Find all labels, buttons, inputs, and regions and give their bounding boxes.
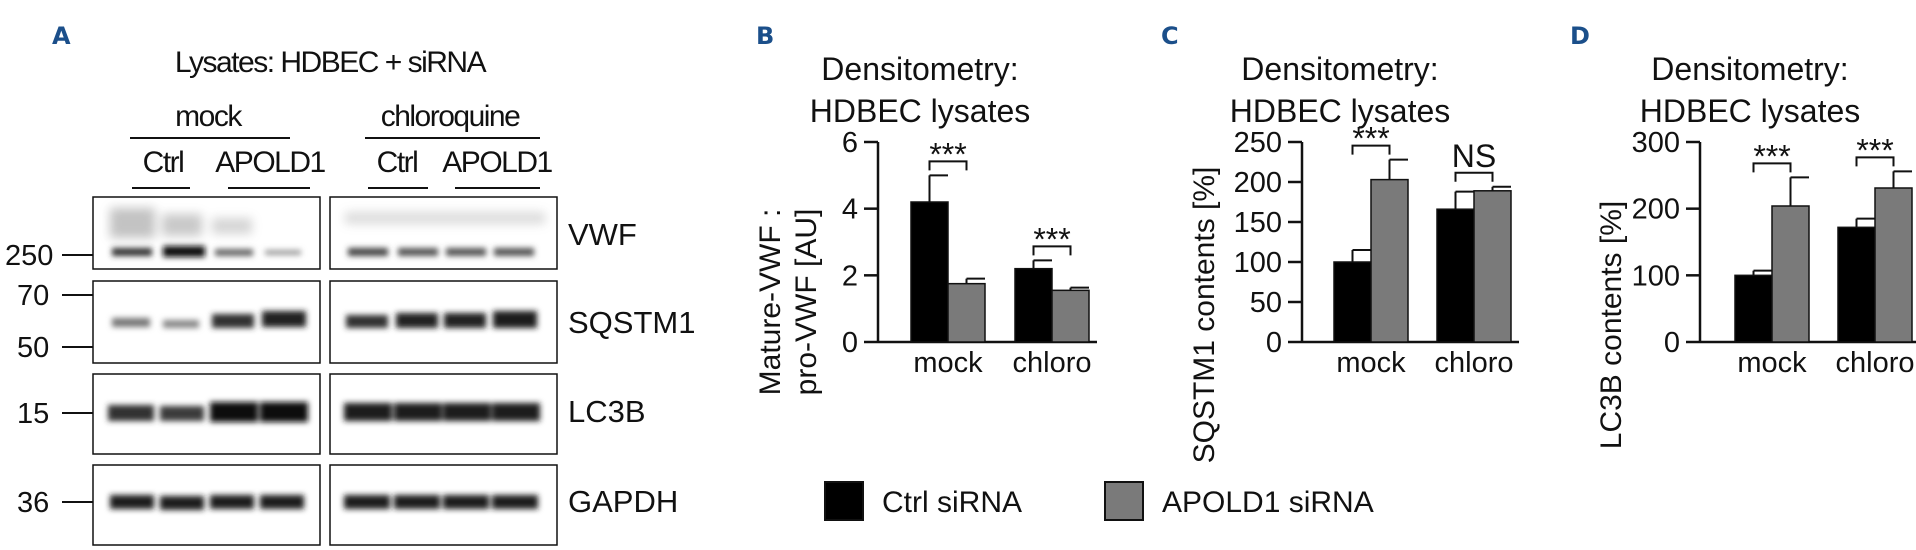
lane-label-apold1-chloro: APOLD1 bbox=[442, 146, 552, 179]
panel-b-category-label: mock bbox=[913, 347, 983, 379]
panel-b-ylabel-line1: Mature-VWF : bbox=[754, 209, 787, 396]
sqstm1-bands bbox=[112, 311, 537, 328]
panel-c-header: C Densitometry: HDBEC lysates bbox=[1161, 22, 1450, 129]
panel-c-ytick-label: 200 bbox=[1234, 167, 1282, 199]
chart-c: 0 50 100 150 200 250 mock *** chloro NS bbox=[1234, 121, 1519, 379]
chart-d: 0 100 200 300 mock *** chloro *** bbox=[1632, 127, 1916, 379]
panel-d-bar-ctrl-chloro bbox=[1837, 226, 1876, 343]
panel-b-sig-label-mock: *** bbox=[929, 136, 966, 172]
panel-b-ytick-label: 6 bbox=[842, 127, 858, 159]
legend-label-apold1: APOLD1 siRNA bbox=[1162, 486, 1374, 519]
panel-d-ytick-label: 200 bbox=[1632, 194, 1680, 226]
legend-label-ctrl: Ctrl siRNA bbox=[882, 486, 1022, 519]
panel-d-ytick-label: 0 bbox=[1664, 327, 1680, 359]
panel-b-ytick-label: 0 bbox=[842, 327, 858, 359]
legend-swatch-ctrl bbox=[824, 481, 864, 521]
panel-c-ytick-label: 100 bbox=[1234, 247, 1282, 279]
panel-b-ytick-label: 2 bbox=[842, 260, 858, 292]
marker-50: 50 bbox=[17, 332, 49, 364]
panel-d-ytick-label: 100 bbox=[1632, 260, 1680, 292]
vwf-smear-bands bbox=[110, 208, 545, 238]
blot-strips bbox=[92, 196, 558, 546]
panel-b-sig-bracket-mock bbox=[928, 160, 968, 171]
panel-c-category-label: chloro bbox=[1435, 347, 1514, 379]
panel-b-category-label: chloro bbox=[1013, 347, 1092, 379]
protein-label-sqstm1: SQSTM1 bbox=[568, 305, 695, 340]
legend: Ctrl siRNA APOLD1 siRNA bbox=[824, 481, 1374, 521]
panel-b-bar-apold1-chloro bbox=[1051, 289, 1090, 343]
marker-15: 15 bbox=[17, 398, 49, 430]
panel-d-letter: D bbox=[1570, 22, 1590, 50]
panel-c-bar-apold1-mock bbox=[1370, 178, 1409, 343]
panel-d-sig-bracket-mock bbox=[1752, 162, 1792, 173]
lane-label-ctrl-chloro: Ctrl bbox=[377, 146, 418, 179]
panel-d-sig-label-chloro: *** bbox=[1856, 132, 1893, 168]
panel-d-header: D Densitometry: HDBEC lysates bbox=[1570, 22, 1860, 129]
legend-swatch-apold1 bbox=[1104, 481, 1144, 521]
panel-b-sig-label-chloro: *** bbox=[1033, 221, 1070, 257]
panel-b-bar-ctrl-mock bbox=[910, 201, 949, 343]
panel-b-header: B Densitometry: HDBEC lysates bbox=[756, 22, 1030, 129]
marker-70: 70 bbox=[17, 280, 49, 312]
group-label-mock: mock bbox=[175, 100, 243, 133]
panel-d-category-label: chloro bbox=[1836, 347, 1915, 379]
panel-c-sig-label-chloro: NS bbox=[1452, 138, 1496, 174]
panel-d-title-line2: HDBEC lysates bbox=[1640, 93, 1861, 129]
panel-c-title-line2: HDBEC lysates bbox=[1230, 93, 1451, 129]
blot-box-vwf-chloro bbox=[329, 196, 558, 270]
panel-b-ytick-label: 4 bbox=[842, 194, 858, 226]
panel-d-sig-label-mock: *** bbox=[1753, 138, 1790, 174]
panel-c-ylabel: SQSTM1 contents [%] bbox=[1188, 167, 1221, 464]
marker-250: 250 bbox=[5, 240, 53, 272]
blot-header: Lysates: HDBEC + siRNA bbox=[175, 46, 487, 79]
panel-b-title-line1: Densitometry: bbox=[821, 51, 1018, 87]
panel-c-sig-bracket-mock bbox=[1351, 144, 1391, 155]
panel-c-ytick-label: 150 bbox=[1234, 207, 1282, 239]
panel-c-sig-label-mock: *** bbox=[1352, 121, 1389, 157]
marker-36: 36 bbox=[17, 487, 49, 519]
vwf-bands bbox=[112, 246, 534, 257]
panel-c-bar-ctrl-chloro bbox=[1436, 208, 1475, 343]
panel-c-ytick-label: 250 bbox=[1234, 127, 1282, 159]
panel-c-ytick-label: 50 bbox=[1250, 287, 1282, 319]
panel-d-title-line1: Densitometry: bbox=[1651, 51, 1848, 87]
panel-d-bar-apold1-chloro bbox=[1874, 187, 1913, 343]
panel-c-title-line1: Densitometry: bbox=[1241, 51, 1438, 87]
lane-label-ctrl-mock: Ctrl bbox=[143, 146, 184, 179]
panel-d-ytick-label: 300 bbox=[1632, 127, 1680, 159]
lc3b-bands bbox=[108, 402, 540, 422]
chart-b: 0 2 4 6 mock *** chloro *** bbox=[842, 127, 1097, 379]
protein-label-gapdh: GAPDH bbox=[568, 484, 678, 519]
panel-b-ylabel-line2: pro-VWF [AU] bbox=[790, 209, 823, 396]
panel-b-letter: B bbox=[756, 22, 774, 50]
panel-d-ylabel: LC3B contents [%] bbox=[1595, 201, 1628, 449]
group-label-chloroquine: chloroquine bbox=[381, 100, 520, 133]
panel-c-sig-bracket-chloro bbox=[1454, 171, 1494, 182]
panel-b-bar-ctrl-chloro bbox=[1014, 267, 1053, 343]
panel-d-bar-ctrl-mock bbox=[1734, 274, 1773, 343]
panel-c-letter: C bbox=[1161, 22, 1179, 50]
panel-d-bar-apold1-mock bbox=[1771, 205, 1810, 343]
panel-c-bar-ctrl-mock bbox=[1333, 261, 1372, 343]
panel-c-bar-apold1-chloro bbox=[1473, 190, 1512, 343]
panel-a-letter: A bbox=[52, 22, 71, 50]
panel-b-sig-bracket-chloro bbox=[1032, 245, 1072, 256]
protein-label-vwf: VWF bbox=[568, 217, 637, 252]
panel-d-category-label: mock bbox=[1737, 347, 1807, 379]
panel-b-bar-apold1-mock bbox=[947, 282, 986, 343]
panel-b-title-line2: HDBEC lysates bbox=[810, 93, 1031, 129]
gapdh-bands bbox=[110, 495, 538, 510]
protein-label-lc3b: LC3B bbox=[568, 394, 646, 429]
lane-label-apold1-mock: APOLD1 bbox=[215, 146, 325, 179]
panel-d-sig-bracket-chloro bbox=[1855, 156, 1895, 167]
panel-c-category-label: mock bbox=[1336, 347, 1406, 379]
panel-a: A Lysates: HDBEC + siRNA mock chloroquin… bbox=[5, 22, 695, 546]
panel-c-ytick-label: 0 bbox=[1266, 327, 1282, 359]
